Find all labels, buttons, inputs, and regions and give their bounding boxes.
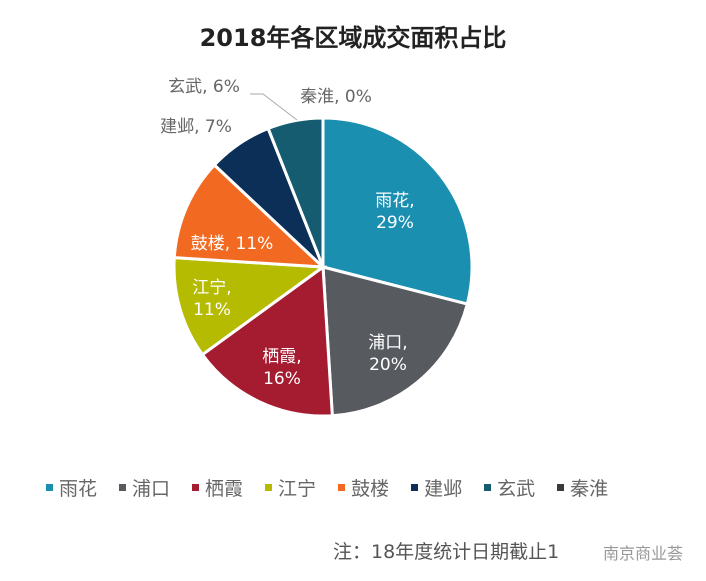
legend-label: 秦淮: [570, 478, 609, 500]
legend-item: 江宁: [265, 474, 316, 501]
chart-title: 2018年各区域成交面积占比: [199, 24, 507, 52]
data-label-7: 玄武, 6%: [168, 76, 240, 98]
legend-item: 建邺: [411, 474, 462, 501]
data-label-name: 秦淮, 0%: [300, 87, 372, 107]
pie-slice-4: [172, 256, 328, 357]
watermark: 南京商业荟: [603, 544, 684, 563]
data-label-5: 鼓楼, 11%: [191, 233, 274, 255]
pie-slice-3: [200, 264, 334, 418]
legend-swatch: [192, 484, 200, 491]
pie-slice-7: [266, 116, 325, 268]
legend: 雨花 浦口 栖霞 江宁 鼓楼 建邺 玄武 秦淮: [46, 474, 608, 501]
legend-swatch: [557, 484, 565, 491]
pie-slice-5: [172, 162, 328, 269]
legend-item: 鼓楼: [338, 474, 389, 501]
leader-line: [250, 93, 298, 121]
data-label-name: 玄武, 6%: [168, 77, 240, 97]
legend-item: 雨花: [46, 474, 97, 501]
legend-item: 玄武: [484, 474, 535, 501]
pie-slice-2: [321, 265, 470, 418]
footnote: 注：18年度统计日期截止1: [333, 541, 560, 563]
data-label-4: 江宁, 11%: [192, 277, 231, 321]
legend-label: 玄武: [497, 478, 536, 500]
data-label-name: 栖霞,: [262, 347, 302, 367]
data-label-2: 浦口, 20%: [368, 332, 407, 376]
legend-item: 浦口: [119, 474, 170, 501]
data-label-name: 鼓楼, 11%: [190, 234, 274, 254]
legend-item: 秦淮: [557, 474, 608, 501]
legend-label: 栖霞: [205, 478, 244, 500]
data-label-value: 16%: [263, 369, 301, 389]
legend-label: 江宁: [278, 478, 317, 500]
legend-swatch: [411, 484, 419, 491]
legend-swatch: [338, 484, 346, 491]
data-label-value: 11%: [193, 300, 231, 320]
legend-swatch: [119, 484, 127, 491]
data-label-name: 雨花,: [375, 191, 415, 211]
legend-swatch: [265, 484, 273, 491]
data-label-6: 建邺, 7%: [160, 116, 232, 138]
legend-label: 雨花: [59, 478, 98, 500]
legend-swatch: [484, 484, 492, 491]
data-label-8: 秦淮, 0%: [300, 86, 372, 108]
data-label-value: 29%: [376, 213, 414, 233]
data-label-value: 20%: [369, 355, 407, 375]
legend-label: 建邺: [424, 478, 463, 500]
legend-swatch: [46, 484, 53, 491]
data-label-name: 建邺, 7%: [160, 117, 232, 137]
data-label-3: 栖霞, 16%: [262, 346, 301, 390]
data-label-1: 雨花, 29%: [375, 190, 414, 234]
legend-label: 鼓楼: [351, 478, 390, 500]
data-label-name: 浦口,: [368, 333, 408, 353]
pie-slice-1: [321, 116, 474, 306]
data-label-name: 江宁,: [192, 278, 232, 298]
legend-item: 栖霞: [192, 474, 243, 501]
legend-label: 浦口: [132, 478, 171, 500]
